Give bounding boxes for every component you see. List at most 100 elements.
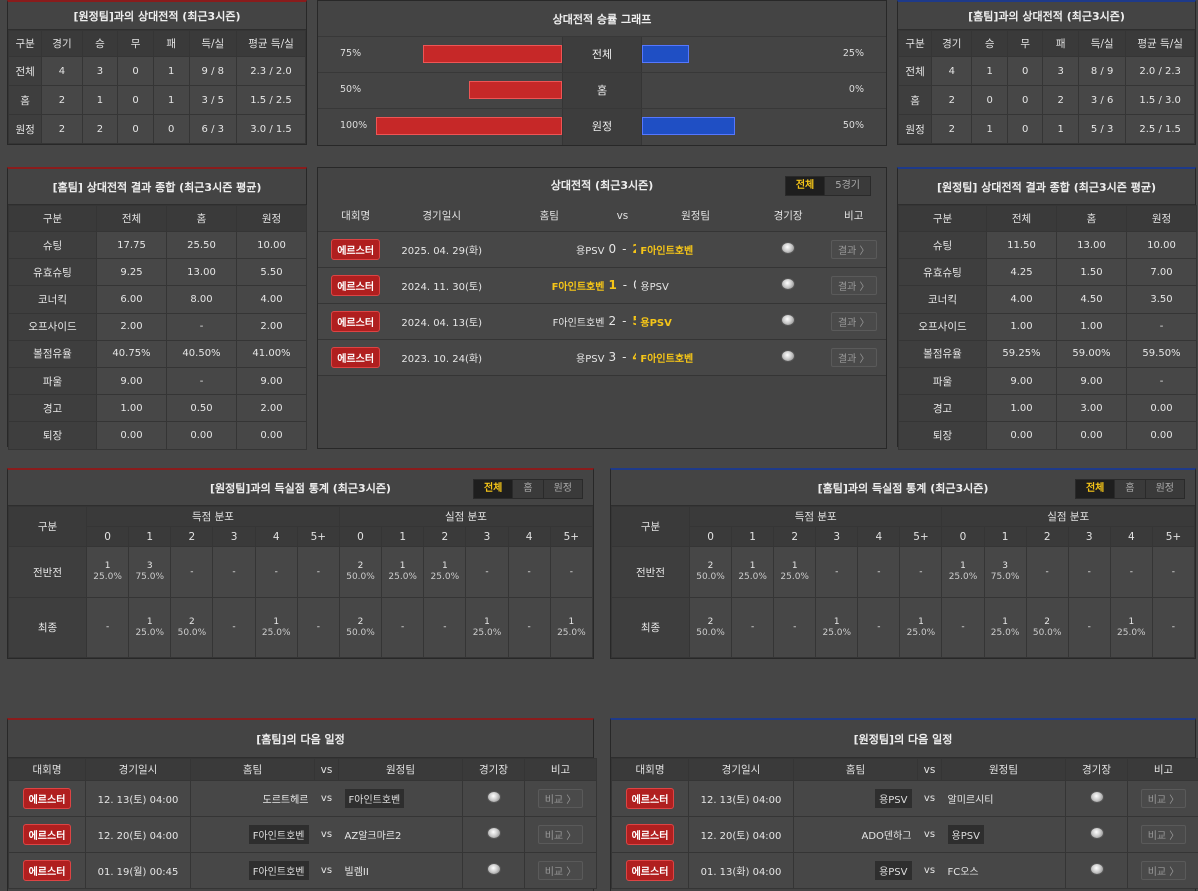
away-team[interactable]: 빌렘II: [344, 867, 369, 878]
league-badge[interactable]: 에르스터: [22, 824, 72, 845]
count-value: -: [105, 622, 110, 632]
table-row: 최종 2 50.0% - -1 25.0% -1 25.0% -1 25.0% 2 50.0% -1 25…: [611, 597, 1196, 658]
table-cell: 9.00: [1056, 366, 1127, 396]
tab-away[interactable]: 원정: [1144, 480, 1184, 498]
stadium-ball-icon[interactable]: [1089, 827, 1104, 839]
score-separator: -: [622, 350, 627, 364]
home-team[interactable]: F아인트호벤: [552, 317, 605, 329]
count-value: -: [1045, 566, 1049, 577]
away-next-schedule-panel: [원정팀]의 다음 일정 대회명 경기일시 홈팀 vs 원정팀 경기장 비고 에르스터 12. …: [610, 718, 1198, 891]
league-badge[interactable]: 에르스터: [625, 788, 675, 809]
compare-button[interactable]: 비교 〉: [1140, 789, 1187, 808]
tab-all[interactable]: 전체: [473, 480, 513, 498]
compare-button[interactable]: 비교 〉: [537, 825, 584, 844]
result-button[interactable]: 결과 〉: [830, 311, 877, 331]
stadium-ball-icon[interactable]: [781, 241, 796, 254]
table-cell: 2.5 / 1.5: [1125, 114, 1195, 144]
result-button[interactable]: 결과 〉: [830, 275, 877, 295]
home-team[interactable]: 용PSV: [576, 245, 605, 257]
panel-title-text: 상대전적 (최근3시즌): [550, 178, 654, 192]
home-team[interactable]: F아인트호벤: [248, 861, 309, 880]
away-team[interactable]: F아인트호벤: [640, 353, 694, 365]
compare-button[interactable]: 비교 〉: [537, 861, 584, 880]
compare-button[interactable]: 비교 〉: [1140, 825, 1187, 844]
column-header: 승: [81, 30, 119, 57]
away-team[interactable]: 용PSV: [947, 825, 984, 844]
home-team[interactable]: F아인트호벤: [248, 825, 309, 844]
stadium-ball-icon[interactable]: [781, 349, 796, 362]
table-cell: 0: [971, 85, 1008, 115]
league-badge[interactable]: 에르스터: [625, 824, 675, 845]
goal-count-header: 4: [1109, 526, 1153, 547]
home-team[interactable]: 도르트헤르: [262, 795, 309, 806]
column-header: 홈팀: [190, 758, 315, 781]
tab-all[interactable]: 전체: [785, 177, 825, 195]
league-badge[interactable]: 에르스터: [331, 274, 381, 296]
compare-button[interactable]: 비교 〉: [1140, 861, 1187, 880]
away-score: 5: [632, 314, 636, 328]
schedule-row: 에르스터 12. 13(토) 04:00 도르트헤르 vs F아인트호벤 비교 〉: [8, 780, 597, 817]
table-cell: 2: [931, 85, 973, 115]
stadium-ball-icon[interactable]: [486, 863, 501, 875]
table-cell: 4.25: [986, 258, 1057, 287]
table-cell: 4.00: [986, 285, 1057, 314]
distribution-cell: 3 75.0%: [983, 546, 1027, 598]
away-team[interactable]: 용PSV: [640, 281, 669, 293]
column-header: 패: [152, 30, 190, 57]
count-value: -: [1171, 622, 1176, 632]
league-badge[interactable]: 에르스터: [331, 238, 381, 260]
panel-title: [홈팀]과의 득실점 통계 (최근3시즌) 전체 홈 원정: [611, 470, 1195, 506]
tab-all[interactable]: 전체: [1075, 480, 1115, 498]
h2h-summary-table: 구분 경기 승 무 패 득/실 평균 득/실 전체 4 1 0 3 8 / 9 2.0 / 2.3 홈 2 0 0…: [897, 30, 1195, 144]
compare-button[interactable]: 비교 〉: [537, 789, 584, 808]
table-cell: 3.0 / 1.5: [236, 114, 306, 144]
home-team[interactable]: ADO덴하그: [861, 831, 912, 842]
stadium-ball-icon[interactable]: [781, 313, 796, 326]
away-team[interactable]: F아인트호벤: [344, 789, 405, 808]
column-header: 전체: [986, 205, 1057, 232]
league-badge[interactable]: 에르스터: [625, 860, 675, 881]
table-cell: 3 / 6: [1077, 85, 1127, 115]
conceded-header: 실점 분포: [338, 506, 594, 527]
match-date: 2025. 04. 29(화): [401, 245, 483, 257]
league-badge[interactable]: 에르스터: [22, 788, 72, 809]
graph-category: 원정: [562, 109, 642, 145]
away-team[interactable]: F아인트호벤: [640, 245, 694, 257]
away-team[interactable]: FC오스: [947, 867, 979, 878]
league-badge[interactable]: 에르스터: [331, 346, 381, 368]
row-label: 원정: [7, 114, 43, 144]
league-badge[interactable]: 에르스터: [22, 860, 72, 881]
stadium-ball-icon[interactable]: [486, 791, 501, 803]
column-header: 패: [1042, 30, 1079, 57]
tab-away[interactable]: 원정: [542, 480, 582, 498]
goal-count-header: 2: [1025, 526, 1069, 547]
home-team[interactable]: 용PSV: [576, 353, 605, 365]
stadium-ball-icon[interactable]: [1089, 863, 1104, 875]
table-cell: -: [1126, 312, 1197, 341]
tab-home[interactable]: 홈: [512, 480, 543, 498]
result-button[interactable]: 결과 〉: [830, 347, 877, 367]
stadium-ball-icon[interactable]: [486, 827, 501, 839]
stadium-ball-icon[interactable]: [1089, 791, 1104, 803]
column-header: 홈팀: [490, 201, 609, 231]
away-team[interactable]: 용PSV: [640, 317, 672, 329]
tab-5-matches[interactable]: 5경기: [824, 177, 870, 195]
home-team[interactable]: 용PSV: [875, 789, 912, 808]
away-team[interactable]: AZ알크마르2: [344, 831, 402, 842]
away-team[interactable]: 알미르시티: [947, 795, 994, 806]
percent-value: 25.0%: [261, 627, 291, 638]
away-stats-panel: [원정팀] 상대전적 결과 종합 (최근3시즌 평균) 구분 전체 홈 원정 슈팅 11.…: [897, 167, 1197, 450]
home-team[interactable]: 용PSV: [875, 861, 912, 880]
distribution-cell: -: [465, 546, 509, 598]
tab-home[interactable]: 홈: [1114, 480, 1145, 498]
home-team[interactable]: F아인트호벤: [551, 281, 605, 293]
graph-row: 100% 원정 50%: [318, 108, 886, 145]
result-button[interactable]: 결과 〉: [830, 239, 877, 259]
league-badge[interactable]: 에르스터: [331, 310, 381, 332]
distribution-cell: 2 50.0%: [338, 546, 383, 598]
distribution-cell: -: [85, 597, 130, 658]
stadium-ball-icon[interactable]: [781, 277, 796, 290]
percent-value: 25.0%: [135, 627, 165, 638]
vs-label: vs: [923, 829, 936, 840]
table-cell: 1.5 / 2.5: [236, 85, 306, 115]
